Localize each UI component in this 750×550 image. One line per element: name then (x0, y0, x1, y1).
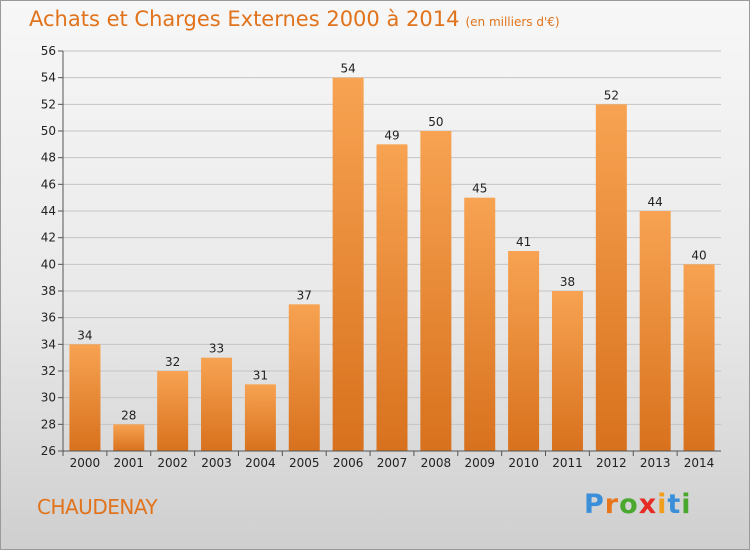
bar (69, 344, 101, 451)
y-tick-label: 34 (41, 337, 56, 351)
x-tick-label: 2010 (508, 456, 539, 470)
x-tick-label: 2003 (201, 456, 232, 470)
y-tick-label: 54 (41, 71, 56, 85)
data-label: 38 (560, 275, 575, 289)
x-tick-label: 2007 (377, 456, 408, 470)
y-tick-label: 42 (41, 231, 56, 245)
x-axis: 2000 2001 2002 2003 2004 2005 2006 2007 2008 2009… (62, 450, 721, 470)
y-tick-label: 26 (41, 444, 56, 458)
data-label: 50 (428, 115, 443, 129)
data-label: 33 (209, 342, 224, 356)
y-tick-label: 32 (41, 364, 56, 378)
bar (508, 251, 540, 451)
y-tick-label: 36 (41, 311, 56, 325)
x-tick-label: 2000 (70, 456, 101, 470)
data-label: 28 (121, 408, 136, 422)
logo-letter: t (667, 489, 682, 520)
bar (376, 144, 408, 452)
bar (464, 197, 496, 451)
chart-title: Achats et Charges Externes 2000 à 2014 (e… (29, 7, 560, 31)
y-tick-label: 38 (41, 284, 56, 298)
x-tick-label: 2002 (157, 456, 188, 470)
bar (157, 371, 189, 451)
data-label: 52 (604, 88, 619, 102)
y-tick-label: 46 (41, 177, 56, 191)
bar (551, 291, 583, 451)
data-label: 34 (77, 328, 92, 342)
bar (244, 384, 276, 451)
bars: 34 28 32 33 31 37 54 49 50 45 41 38 52 44 40 (69, 62, 715, 452)
y-tick-label: 56 (41, 44, 56, 58)
logo-letter: o (619, 489, 639, 520)
y-tick-label: 50 (41, 124, 56, 138)
x-tick-label: 2008 (421, 456, 452, 470)
y-tick-label: 48 (41, 151, 56, 165)
y-tick-label: 30 (41, 391, 56, 405)
x-tick-label: 2009 (464, 456, 495, 470)
x-tick-label: 2006 (333, 456, 364, 470)
logo-letter: x (638, 489, 658, 520)
x-tick-label: 2011 (552, 456, 583, 470)
x-tick-label: 2001 (114, 456, 145, 470)
y-tick-label: 44 (41, 204, 56, 218)
data-label: 40 (691, 248, 706, 262)
bar (113, 424, 145, 451)
bar (201, 357, 233, 451)
data-label: 49 (384, 128, 399, 142)
data-label: 45 (472, 182, 487, 196)
data-label: 37 (297, 288, 312, 302)
bar (683, 264, 715, 451)
x-tick-label: 2012 (596, 456, 627, 470)
logo-letter: r (604, 489, 620, 520)
chart-unit: (en milliers d'€) (465, 15, 560, 29)
y-tick-label: 40 (41, 257, 56, 271)
bar (639, 211, 671, 451)
data-label: 41 (516, 235, 531, 249)
data-label: 54 (340, 62, 355, 76)
bar (595, 104, 627, 451)
bar (332, 77, 364, 452)
logo-letter: P (584, 489, 605, 520)
x-tick-label: 2013 (640, 456, 671, 470)
proxiti-logo[interactable]: Proxiti (584, 489, 692, 520)
logo-letter: i (657, 489, 668, 520)
bar (288, 304, 320, 451)
commune-name: CHAUDENAY (37, 495, 158, 519)
y-axis: 26 28 30 32 34 36 38 40 42 44 46 48 50 52 54 56 (41, 44, 64, 458)
y-tick-label: 28 (41, 417, 56, 431)
bar (420, 131, 452, 451)
x-tick-label: 2005 (289, 456, 320, 470)
y-tick-label: 52 (41, 97, 56, 111)
data-label: 32 (165, 355, 180, 369)
logo-letter: i (681, 489, 692, 520)
data-label: 31 (253, 368, 268, 382)
chart-title-text: Achats et Charges Externes 2000 à 2014 (29, 7, 460, 31)
data-label: 44 (648, 195, 663, 209)
x-tick-label: 2014 (684, 456, 715, 470)
x-tick-label: 2004 (245, 456, 276, 470)
